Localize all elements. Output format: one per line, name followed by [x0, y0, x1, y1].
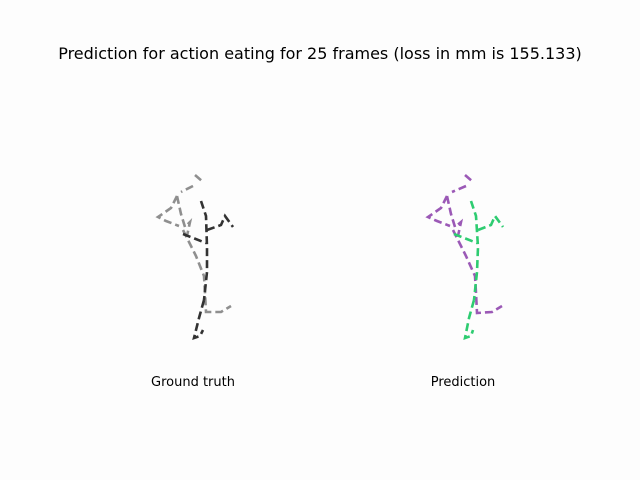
pred-right-leg-bone	[463, 299, 476, 340]
prediction-skeleton	[425, 174, 505, 340]
gt-spine-bone	[199, 200, 209, 301]
figure-title: Prediction for action eating for 25 fram…	[58, 44, 582, 63]
gt-right-arm-bone	[206, 213, 235, 232]
gt-shoulder-bone	[182, 232, 207, 245]
pred-head-bone	[464, 174, 473, 182]
pred-neck-bone	[451, 184, 467, 194]
gt-right-leg-bone	[192, 299, 206, 340]
ground-truth-skeleton	[155, 174, 235, 340]
pred-left-arm-bone	[425, 195, 451, 228]
pred-left-forearm-bone	[445, 195, 464, 237]
gt-left-forearm-bone	[175, 195, 193, 237]
pred-right-arm-bone	[477, 213, 505, 232]
gt-left-arm-bone	[155, 195, 180, 228]
gt-neck-bone	[180, 184, 194, 194]
gt-left-leg-bone	[181, 229, 232, 314]
pred-shoulder-bone	[453, 232, 478, 245]
pred-spine-bone	[469, 200, 480, 301]
pred-left-leg-bone	[451, 229, 503, 315]
ground-truth-caption: Ground truth	[151, 375, 235, 390]
prediction-caption: Prediction	[430, 375, 496, 390]
gt-head-bone	[194, 174, 203, 182]
